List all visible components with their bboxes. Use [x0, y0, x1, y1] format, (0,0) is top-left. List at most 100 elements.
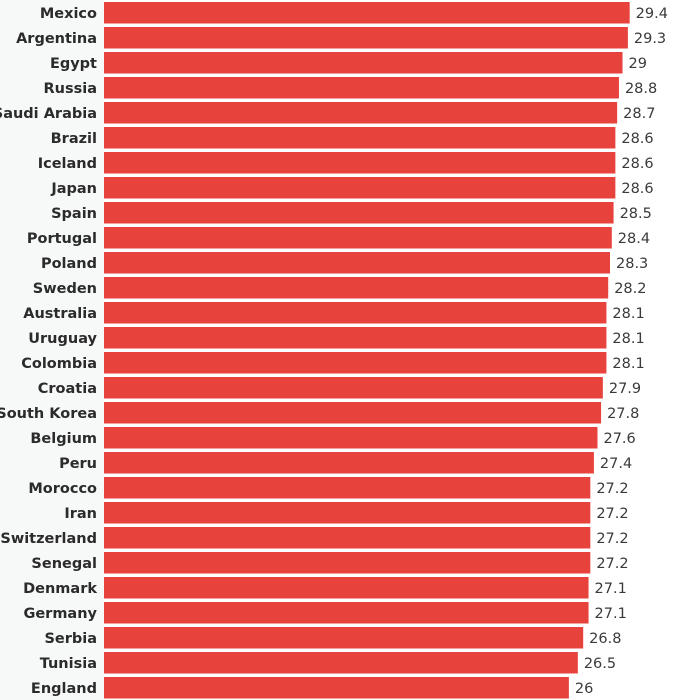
bar-row: Croatia 27.9: [38, 377, 641, 399]
bar: [104, 352, 607, 374]
value-label: 27.2: [596, 556, 628, 572]
bar: [104, 427, 598, 449]
category-label: Brazil: [51, 131, 97, 147]
value-label: 27.4: [600, 456, 632, 472]
bar-row: Iceland 28.6: [38, 152, 654, 174]
bar-row: Brazil 28.6: [51, 127, 654, 149]
category-label: Uruguay: [28, 331, 97, 347]
category-label: Peru: [59, 456, 97, 472]
category-label: Poland: [41, 256, 97, 272]
value-label: 27.9: [609, 381, 641, 397]
bar-row: Saudi Arabia 28.7: [0, 102, 655, 124]
category-label: Tunisia: [40, 656, 97, 672]
bar: [104, 377, 603, 399]
bar: [104, 502, 591, 524]
bar-row: Senegal 27.2: [31, 552, 629, 574]
bar: [104, 602, 589, 624]
category-label: Portugal: [27, 231, 97, 247]
category-label: Russia: [43, 81, 97, 97]
bar-row: Spain 28.5: [51, 202, 652, 224]
value-label: 26: [575, 681, 593, 697]
category-label: South Korea: [0, 406, 97, 422]
bar-row: Serbia 26.8: [44, 627, 621, 649]
bar-row: Peru 27.4: [59, 452, 632, 474]
bar-row: Argentina 29.3: [16, 27, 666, 49]
value-label: 29.3: [634, 31, 666, 47]
value-label: 28.1: [612, 331, 644, 347]
bar: [104, 77, 619, 99]
value-label: 28.6: [621, 181, 653, 197]
bar-row: Denmark 27.1: [23, 577, 627, 599]
bar-row: Uruguay 28.1: [28, 327, 645, 349]
bar: [104, 227, 612, 249]
bar-row: Poland 28.3: [41, 252, 648, 274]
value-label: 28.6: [621, 156, 653, 172]
bar: [104, 102, 618, 124]
value-label: 27.1: [595, 581, 627, 597]
value-label: 29.4: [636, 6, 668, 22]
value-label: 26.8: [589, 631, 621, 647]
bar: [104, 152, 616, 174]
category-label: Japan: [50, 181, 97, 197]
bar: [104, 627, 584, 649]
bar: [104, 277, 609, 299]
bar-row: Iran 27.2: [64, 502, 629, 524]
bar: [104, 652, 578, 674]
category-label: Denmark: [23, 581, 97, 597]
value-label: 27.2: [596, 481, 628, 497]
category-label: Spain: [51, 206, 97, 222]
bar-row: Colombia 28.1: [21, 352, 645, 374]
bar-row: South Korea 27.8: [0, 402, 639, 424]
bar-row: Morocco 27.2: [28, 477, 629, 499]
category-label: Iceland: [38, 156, 97, 172]
category-label: Morocco: [28, 481, 97, 497]
category-label: Colombia: [21, 356, 97, 372]
bar: [104, 677, 569, 699]
bar-row: Tunisia 26.5: [40, 652, 616, 674]
value-label: 27.1: [595, 606, 627, 622]
value-label: 27.6: [603, 431, 635, 447]
value-label: 28.5: [620, 206, 652, 222]
bar: [104, 527, 591, 549]
category-label: England: [31, 681, 97, 697]
bar-row: Switzerland 27.2: [0, 527, 629, 549]
bar: [104, 202, 614, 224]
bar-row: England 26: [31, 677, 593, 699]
value-label: 27.8: [607, 406, 639, 422]
value-label: 28.1: [612, 356, 644, 372]
bar-rows: Mexico 29.4 Argentina 29.3 Egypt 29 Russia 28.8…: [0, 2, 668, 699]
category-label: Switzerland: [0, 531, 97, 547]
value-label: 28.2: [614, 281, 646, 297]
category-label: Belgium: [30, 431, 97, 447]
category-label: Croatia: [38, 381, 97, 397]
bar: [104, 177, 616, 199]
category-label: Germany: [23, 606, 97, 622]
bar-row: Egypt 29: [50, 52, 647, 74]
label-column-background: [0, 0, 104, 700]
category-label: Argentina: [16, 31, 97, 47]
bar-row: Germany 27.1: [23, 602, 627, 624]
value-label: 28.6: [621, 131, 653, 147]
value-label: 28.8: [625, 81, 657, 97]
bar: [104, 52, 623, 74]
bar-row: Sweden 28.2: [33, 277, 647, 299]
category-label: Australia: [23, 306, 97, 322]
bar: [104, 2, 630, 24]
value-label: 28.1: [612, 306, 644, 322]
bar-row: Russia 28.8: [43, 77, 657, 99]
bar-row: Australia 28.1: [23, 302, 645, 324]
bar: [104, 577, 589, 599]
bar-row: Belgium 27.6: [30, 427, 636, 449]
value-label: 26.5: [584, 656, 616, 672]
bar: [104, 302, 607, 324]
bar: [104, 552, 591, 574]
bar: [104, 327, 607, 349]
category-label: Sweden: [33, 281, 97, 297]
value-label: 28.3: [616, 256, 648, 272]
value-label: 29: [629, 56, 647, 72]
bar: [104, 27, 628, 49]
category-label: Senegal: [31, 556, 97, 572]
bar: [104, 402, 602, 424]
category-label: Mexico: [40, 6, 97, 22]
